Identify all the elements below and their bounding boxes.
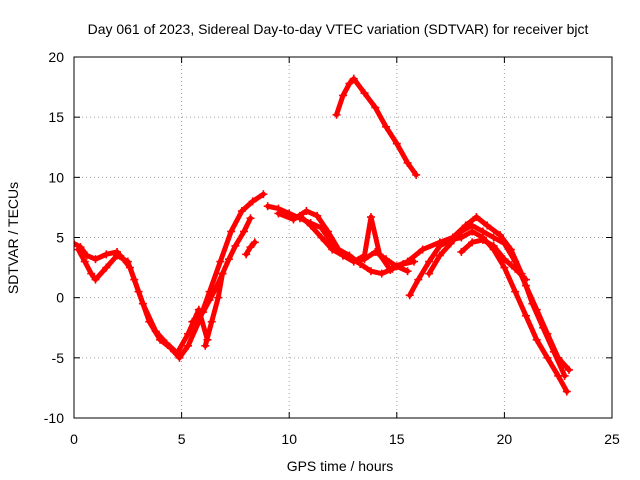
series-track-8 [297, 213, 393, 273]
gridlines [74, 57, 612, 418]
x-tick-label: 5 [178, 431, 186, 447]
x-axis-label: GPS time / hours [287, 458, 394, 474]
x-tick-label: 0 [70, 431, 78, 447]
y-tick-label: -10 [44, 410, 64, 426]
x-tick-label: 25 [604, 431, 620, 447]
y-axis-label: SDTVAR / TECUs [5, 182, 21, 294]
plot-area [74, 74, 573, 396]
y-tick-label: 5 [56, 230, 64, 246]
x-tick-label: 15 [389, 431, 405, 447]
series-group [74, 74, 573, 396]
y-tick-label: 15 [48, 109, 64, 125]
series-track-4 [202, 271, 225, 349]
x-tick-label: 20 [497, 431, 513, 447]
series-track-1 [74, 191, 266, 361]
series-track-3 [189, 215, 253, 325]
chart-title: Day 061 of 2023, Sidereal Day-to-day VTE… [88, 21, 589, 37]
y-tick-label: 20 [48, 49, 64, 65]
series-track-10 [407, 229, 570, 394]
x-tick-label: 10 [281, 431, 297, 447]
y-tick-label: 10 [48, 169, 64, 185]
y-tick-label: 0 [56, 290, 64, 306]
series-track-12 [426, 223, 572, 373]
axes: 0 5 10 15 20 25 -10 -5 0 5 10 15 20 [44, 49, 620, 447]
y-tick-label: -5 [52, 350, 65, 366]
series-track-9 [334, 76, 419, 178]
